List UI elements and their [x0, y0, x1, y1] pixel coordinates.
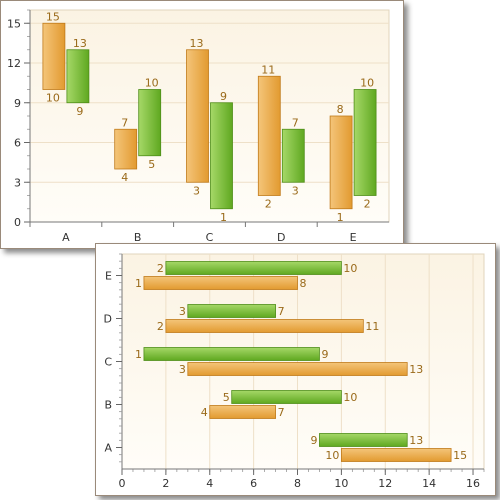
value-label-high: 13 — [73, 37, 87, 50]
value-label-low: 3 — [179, 305, 186, 318]
value-label-low: 3 — [179, 363, 186, 376]
range-bar-B-2 — [231, 390, 342, 404]
vertical-range-chart-panel: 0 3 6 9 12 15 A 15 10 13 9 B 7 4 10 5 C 13 3 9 1 D 11 2 7 3 E 8 1 10 2 — [0, 0, 404, 249]
value-label-low: 4 — [201, 406, 208, 419]
y-tick-label: D — [104, 313, 112, 326]
value-label-low: 4 — [121, 171, 128, 184]
value-label-low: 3 — [193, 184, 200, 197]
x-tick-label: B — [134, 231, 142, 244]
value-label-low: 10 — [325, 449, 339, 462]
range-bar-B-1 — [209, 405, 276, 419]
value-label-high: 13 — [190, 37, 204, 50]
x-tick-label: 0 — [119, 477, 126, 490]
range-bar-E-1 — [143, 276, 298, 290]
value-label-high: 8 — [300, 277, 307, 290]
range-bar-E-2 — [165, 261, 342, 275]
value-label-low: 2 — [157, 320, 164, 333]
x-tick-label: A — [62, 231, 70, 244]
y-tick-label: 12 — [7, 57, 21, 70]
value-label-low: 5 — [148, 158, 155, 171]
value-label-low: 1 — [220, 211, 227, 224]
range-bar-C-1 — [187, 362, 408, 376]
value-label-low: 1 — [337, 211, 344, 224]
x-tick-label: C — [206, 231, 214, 244]
y-tick-label: B — [104, 399, 112, 412]
value-label-high: 10 — [145, 77, 159, 90]
y-tick-label: 0 — [14, 216, 21, 229]
value-label-low: 10 — [46, 92, 60, 105]
y-tick-label: 3 — [14, 176, 21, 189]
x-tick-label: 12 — [378, 477, 392, 490]
value-label-high: 15 — [46, 10, 60, 23]
range-bar-D-2 — [281, 128, 305, 183]
value-label-high: 13 — [409, 434, 423, 447]
range-bar-B-2 — [138, 89, 162, 157]
x-tick-label: 4 — [206, 477, 213, 490]
range-bar-C-2 — [210, 102, 233, 210]
value-label-high: 11 — [261, 63, 275, 76]
y-tick-label: 9 — [14, 97, 21, 110]
range-bar-D-2 — [187, 304, 276, 318]
y-tick-label: A — [104, 442, 112, 455]
y-tick-label: 6 — [14, 137, 21, 150]
value-label-high: 15 — [453, 449, 467, 462]
x-tick-label: 14 — [422, 477, 436, 490]
value-label-high: 7 — [278, 305, 285, 318]
value-label-high: 9 — [321, 348, 328, 361]
value-label-low: 1 — [135, 348, 142, 361]
value-label-low: 2 — [364, 198, 371, 211]
range-bar-A-2 — [319, 433, 408, 447]
x-tick-label: D — [277, 231, 285, 244]
x-tick-label: E — [350, 231, 357, 244]
y-tick-label: 15 — [7, 17, 21, 30]
value-label-high: 8 — [337, 103, 344, 116]
range-bar-D-1 — [257, 75, 281, 196]
value-label-low: 3 — [292, 184, 299, 197]
horizontal-range-chart-panel: 0 2 4 6 8 10 12 14 16 A 10 15 9 13 B 4 7 5 10 C 3 13 1 9 D 2 11 3 7 E… — [95, 243, 496, 496]
range-bar-C-2 — [143, 347, 320, 361]
value-label-high: 11 — [365, 320, 379, 333]
x-tick-label: 10 — [334, 477, 348, 490]
vertical-range-chart: 0 3 6 9 12 15 A 15 10 13 9 B 7 4 10 5 C 13 3 9 1 D 11 2 7 3 E 8 1 10 2 — [7, 9, 390, 244]
value-label-high: 10 — [360, 77, 374, 90]
value-label-high: 7 — [292, 116, 299, 129]
value-label-low: 9 — [76, 105, 83, 118]
range-bar-C-1 — [186, 49, 209, 183]
value-label-low: 5 — [223, 391, 230, 404]
value-label-low: 9 — [310, 434, 317, 447]
value-label-high: 7 — [121, 116, 128, 129]
value-label-high: 10 — [343, 262, 357, 275]
value-label-low: 1 — [135, 277, 142, 290]
x-tick-label: 8 — [294, 477, 301, 490]
value-label-high: 9 — [220, 90, 227, 103]
range-bar-A-1 — [42, 22, 66, 90]
range-bar-D-1 — [165, 319, 364, 333]
y-tick-label: E — [105, 270, 112, 283]
x-tick-label: 6 — [250, 477, 257, 490]
x-tick-label: 16 — [466, 477, 480, 490]
range-bar-E-2 — [353, 89, 377, 196]
value-label-high: 10 — [343, 391, 357, 404]
y-tick-label: C — [104, 356, 112, 369]
value-label-low: 2 — [265, 198, 272, 211]
range-bar-A-2 — [66, 49, 90, 104]
value-label-low: 2 — [157, 262, 164, 275]
value-label-high: 13 — [409, 363, 423, 376]
range-bar-E-1 — [329, 115, 353, 210]
plot-area — [29, 9, 390, 223]
x-tick-label: 2 — [162, 477, 169, 490]
value-label-high: 7 — [278, 406, 285, 419]
range-bar-A-1 — [340, 448, 452, 462]
range-bar-B-1 — [114, 128, 138, 170]
